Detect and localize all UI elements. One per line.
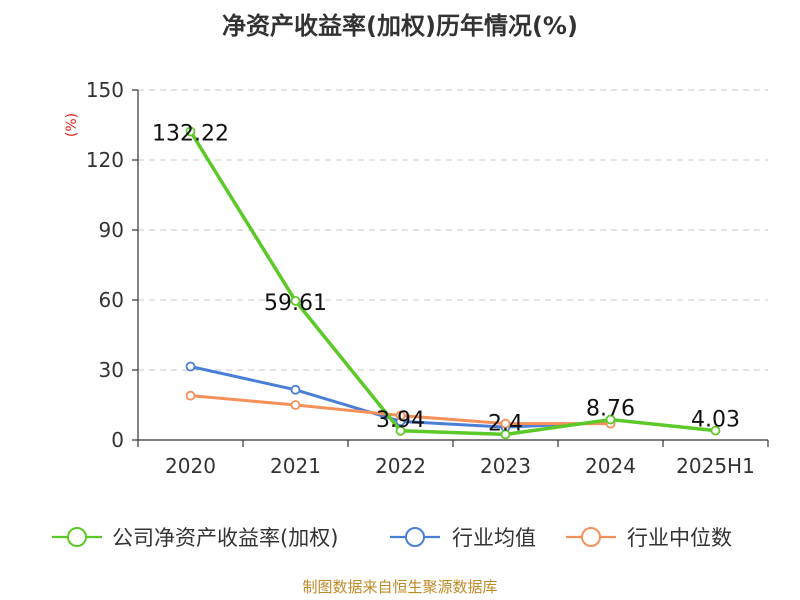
data-label: 3.94 — [376, 408, 425, 433]
data-point — [395, 410, 406, 421]
legend-item-2: 行业中位数 — [566, 526, 732, 550]
legend-label: 行业均值 — [452, 526, 536, 550]
x-tick-label: 2025H1 — [676, 454, 755, 478]
y-tick-label: 120 — [86, 148, 124, 172]
data-label: 59.61 — [264, 291, 327, 316]
data-point — [185, 126, 196, 137]
y-tick-label: 90 — [99, 218, 124, 242]
x-tick-label: 2023 — [480, 454, 531, 478]
x-tick-label: 2024 — [585, 454, 636, 478]
legend: 公司净资产收益率(加权) 行业均值 行业中位数 — [52, 526, 732, 550]
data-point — [395, 425, 406, 436]
data-label: 2.4 — [488, 411, 523, 436]
data-point — [605, 414, 616, 425]
data-point — [290, 296, 301, 306]
chart-title: 净资产收益率(加权)历年情况(%) — [222, 12, 578, 40]
data-point — [500, 418, 511, 429]
data-point — [185, 361, 196, 372]
data-labels: 132.22 59.61 3.94 2.4 8.76 4.03 — [152, 121, 740, 436]
legend-label: 行业中位数 — [627, 526, 732, 550]
y-tick-label: 30 — [99, 358, 124, 382]
data-point — [290, 384, 301, 395]
data-point — [185, 390, 196, 401]
legend-item-0: 公司净资产收益率(加权) — [52, 526, 338, 550]
data-label: 8.76 — [586, 397, 635, 422]
source-note: 制图数据来自恒生聚源数据库 — [302, 578, 497, 596]
legend-swatch-marker — [581, 527, 601, 547]
x-tick-label: 2020 — [165, 454, 216, 478]
series-layer — [185, 126, 721, 440]
axes: 0 30 60 90 120 150 2020 2021 2022 2023 2024 2025H1 — [86, 78, 769, 478]
data-label: 4.03 — [691, 408, 740, 433]
series-0 — [185, 126, 721, 440]
legend-swatch-marker — [405, 527, 425, 547]
series-2 — [185, 390, 616, 429]
data-point — [710, 425, 721, 436]
x-tick-label: 2022 — [375, 454, 426, 478]
y-tick-label: 0 — [111, 428, 124, 452]
series-line — [189, 130, 716, 437]
y-axis-unit: (%) — [64, 113, 80, 137]
legend-swatch-marker — [67, 527, 87, 547]
y-tick-label: 150 — [86, 78, 124, 102]
x-tick-label: 2021 — [270, 454, 321, 478]
legend-label: 公司净资产收益率(加权) — [112, 526, 338, 550]
data-point — [290, 400, 301, 410]
y-tick-label: 60 — [99, 288, 124, 312]
data-label: 132.22 — [152, 121, 229, 146]
data-point — [500, 429, 511, 440]
gridlines — [138, 89, 768, 371]
legend-item-1: 行业均值 — [390, 526, 536, 550]
